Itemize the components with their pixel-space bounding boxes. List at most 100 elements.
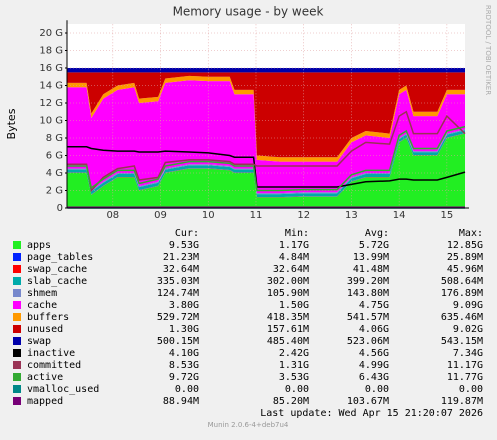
y-tick-label: 4 G — [46, 168, 63, 179]
legend-swatch — [13, 337, 21, 345]
legend-swatch — [13, 253, 21, 261]
legend-stat: 3.80G — [169, 300, 199, 311]
legend-swatch — [13, 349, 21, 357]
legend-stat: 124.74M — [157, 288, 199, 299]
legend-swatch — [13, 265, 21, 273]
legend: Cur: Min: Avg: Max: apps 9.53G 1.17G 5.72G 12.85… — [13, 228, 483, 407]
legend-stat: 9.72G — [169, 372, 199, 383]
legend-stat: 7.34G — [453, 348, 483, 359]
x-tick-label: 14 — [393, 210, 406, 221]
legend-stat: 41.48M — [353, 264, 389, 275]
legend-stat: 500.15M — [157, 336, 199, 347]
legend-stat: 103.67M — [347, 396, 389, 407]
axes: 0 2 G 4 G 6 G 8 G 10 G 12 G 14 G 16 G 18 G 20 G 08 0… — [39, 20, 469, 221]
stacked-area — [67, 68, 465, 73]
x-tick-label: 15 — [440, 210, 453, 221]
line — [67, 146, 466, 188]
legend-stat: 85.20M — [273, 396, 309, 407]
stacked-area — [67, 80, 465, 194]
legend-stat: 4.06G — [359, 324, 389, 335]
legend-stat: 9.53G — [169, 240, 199, 251]
legend-stat: 4.10G — [169, 348, 199, 359]
x-tick-label: 11 — [250, 210, 263, 221]
legend-name: page_tables — [27, 252, 93, 263]
chart-title: Memory usage - by week — [173, 5, 324, 19]
legend-name: active — [27, 372, 63, 383]
legend-swatch — [13, 313, 21, 321]
legend-swatch — [13, 301, 21, 309]
x-tick-label: 13 — [345, 210, 358, 221]
legend-swatch — [13, 397, 21, 405]
stat-header: Min: — [285, 228, 309, 239]
line — [67, 125, 466, 192]
legend-stat: 11.17G — [447, 360, 483, 371]
legend-stat: 32.64M — [273, 264, 309, 275]
legend-stat: 529.72M — [157, 312, 199, 323]
stat-header: Max: — [459, 228, 483, 239]
legend-name: mapped — [27, 396, 63, 407]
legend-stat: 105.90M — [267, 288, 309, 299]
legend-name: apps — [27, 240, 51, 251]
legend-stat: 2.42G — [279, 348, 309, 359]
legend-stat: 1.31G — [279, 360, 309, 371]
legend-stat: 4.84M — [279, 252, 309, 263]
stacked-area — [67, 133, 465, 208]
legend-stat: 11.77G — [447, 372, 483, 383]
legend-stat: 541.57M — [347, 312, 389, 323]
legend-stat: 635.46M — [441, 312, 483, 323]
side-text: RRDTOOL / TOBI OETIKER — [484, 5, 492, 95]
areas — [67, 68, 465, 208]
stat-header: Avg: — [365, 228, 389, 239]
legend-stat: 0.00 — [459, 384, 483, 395]
legend-stat: 399.20M — [347, 276, 389, 287]
y-tick-label: 2 G — [46, 186, 63, 197]
legend-swatch — [13, 241, 21, 249]
legend-stat: 302.00M — [267, 276, 309, 287]
legend-swatch — [13, 289, 21, 297]
y-tick-label: 10 G — [39, 116, 63, 127]
y-tick-label: 12 G — [39, 98, 63, 109]
x-tick-label: 08 — [106, 210, 119, 221]
legend-stat: 523.06M — [347, 336, 389, 347]
legend-stat: 45.96M — [447, 264, 483, 275]
legend-stat: 0.00 — [285, 384, 309, 395]
legend-name: cache — [27, 300, 57, 311]
last-update: Last update: Wed Apr 15 21:20:07 2026 — [260, 408, 483, 419]
legend-name: vmalloc_used — [27, 384, 99, 395]
legend-swatch — [13, 385, 21, 393]
legend-stat: 13.99M — [353, 252, 389, 263]
y-tick-label: 0 — [57, 203, 63, 214]
legend-stat: 21.23M — [163, 252, 199, 263]
legend-name: unused — [27, 324, 63, 335]
legend-stat: 1.17G — [279, 240, 309, 251]
legend-stat: 1.30G — [169, 324, 199, 335]
legend-stat: 176.89M — [441, 288, 483, 299]
legend-name: slab_cache — [27, 276, 87, 287]
legend-stat: 88.94M — [163, 396, 199, 407]
x-tick-label: 09 — [154, 210, 167, 221]
legend-stat: 8.53G — [169, 360, 199, 371]
x-tick-label: 10 — [202, 210, 215, 221]
y-tick-label: 16 G — [39, 63, 63, 74]
legend-name: committed — [27, 360, 81, 371]
legend-stat: 4.75G — [359, 300, 389, 311]
y-tick-label: 18 G — [39, 46, 63, 57]
legend-stat: 1.50G — [279, 300, 309, 311]
legend-name: inactive — [27, 348, 75, 359]
y-tick-label: 8 G — [46, 133, 63, 144]
legend-stat: 32.64M — [163, 264, 199, 275]
x-tick-label: 12 — [297, 210, 310, 221]
legend-stat: 5.72G — [359, 240, 389, 251]
legend-stat: 508.64M — [441, 276, 483, 287]
y-axis-label: Bytes — [5, 108, 18, 139]
legend-name: buffers — [27, 312, 69, 323]
legend-swatch — [13, 325, 21, 333]
footer: Munin 2.0.6-4+deb7u4 — [208, 421, 289, 429]
legend-name: swap — [27, 336, 51, 347]
legend-stat: 335.03M — [157, 276, 199, 287]
legend-stat: 25.89M — [447, 252, 483, 263]
legend-stat: 143.80M — [347, 288, 389, 299]
legend-stat: 9.02G — [453, 324, 483, 335]
legend-stat: 9.09G — [453, 300, 483, 311]
